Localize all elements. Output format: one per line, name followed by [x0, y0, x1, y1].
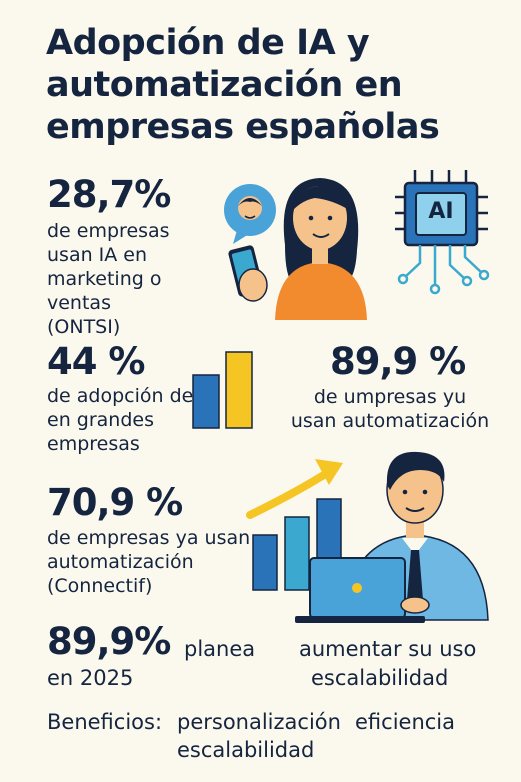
benefit-item: personalización — [177, 710, 341, 734]
ai-chip-icon — [395, 170, 490, 295]
benefit-item: eficiencia — [355, 710, 456, 734]
ai-chip-label: AI — [428, 199, 454, 224]
stat-grandes-empresas-desc: de adopción de IA en grandes empresas — [47, 385, 218, 455]
stat-planea-desc-a: planea — [184, 637, 256, 661]
stat-automatizacion-value: 89,9 % — [330, 340, 466, 383]
stat-grandes-empresas-value: 44 % — [47, 340, 145, 383]
benefits-label: Beneficios: — [47, 710, 163, 734]
man-with-laptop-illustration — [295, 451, 489, 623]
page-title: Adopción de IA y automatización en empre… — [46, 23, 440, 147]
stat-automatizacion-desc: de umpresas yu usan automatización — [290, 386, 490, 432]
stat-planea-desc-c: aumentar su uso — [299, 637, 477, 661]
bar-chart-icon — [192, 351, 253, 429]
stat-planea-value: 89,9% — [47, 620, 171, 663]
stat-planea-desc-b: en 2025 — [47, 666, 134, 690]
stat-ia-marketing-desc: de empresas usan IA en marketing o venta… — [47, 220, 170, 338]
chat-bubble-icon — [224, 184, 276, 244]
benefit-item: escalabilidad — [177, 738, 315, 762]
stat-planea-desc-d: escalabilidad — [311, 666, 449, 690]
stat-connectif-desc: de empresas ya usan automatización (Conn… — [47, 527, 251, 597]
woman-with-phone-illustration — [224, 178, 367, 320]
stat-ia-marketing-value: 28,7% — [47, 173, 171, 216]
stat-connectif-value: 70,9 % — [47, 481, 183, 524]
